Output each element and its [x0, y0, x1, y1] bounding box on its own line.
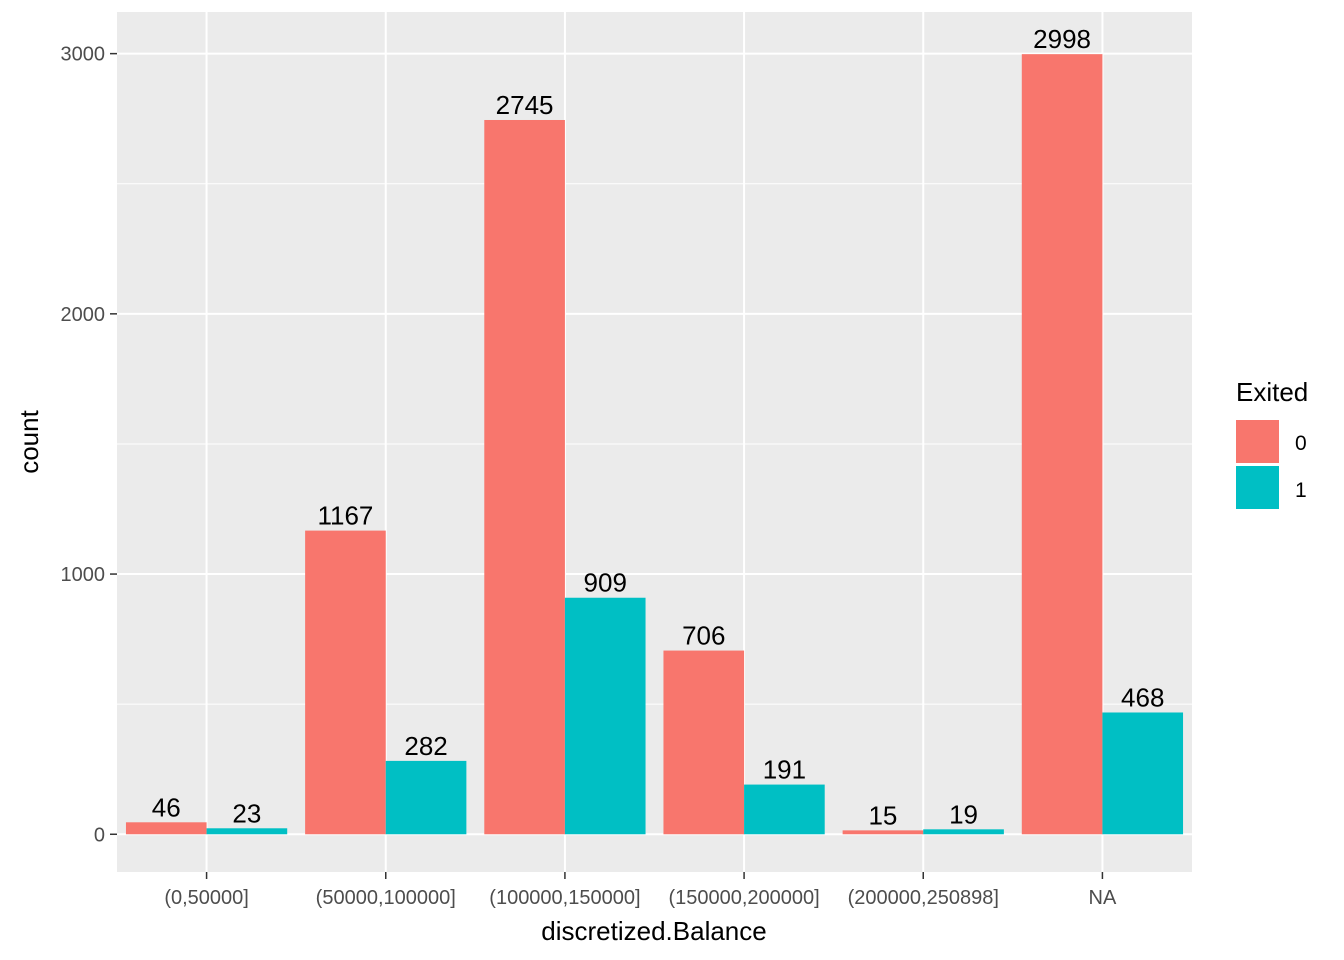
bar-series-0: [842, 830, 924, 835]
x-axis: (0,50000] (50000,100000] (100000,150000] (1…: [164, 872, 1117, 909]
bar-series-1: [1102, 712, 1184, 835]
bar-value-label: 468: [1121, 682, 1164, 712]
bar-value-label: 282: [404, 731, 447, 761]
legend-title: Exited: [1236, 377, 1308, 407]
bar-value-label: 191: [763, 755, 806, 785]
x-tick-label: (0,50000]: [164, 887, 249, 909]
x-tick-label: (100000,150000]: [489, 887, 640, 909]
bar-value-label: 19: [949, 799, 978, 829]
bar-value-label: 706: [682, 621, 725, 651]
bar-series-1: [564, 597, 646, 835]
y-tick-label: 2000: [61, 304, 106, 326]
bar-value-label: 1167: [317, 501, 373, 531]
y-axis-title: count: [14, 409, 44, 473]
x-tick-label: (150000,200000]: [668, 887, 819, 909]
bar-value-label: 15: [868, 800, 897, 830]
legend-key-1: [1236, 466, 1279, 509]
y-tick-label: 0: [94, 824, 105, 846]
bar-series-1: [206, 828, 288, 835]
data-labels: 46 1167 2745 706 15 2998 23 282 909 191 19 468: [152, 24, 1165, 830]
x-tick-label: NA: [1089, 887, 1117, 909]
bar-series-1: [923, 829, 1004, 835]
bar-series-1: [744, 784, 825, 835]
legend: Exited 0 1: [1236, 377, 1308, 509]
legend-key-0: [1236, 420, 1279, 463]
bar-value-label: 2998: [1033, 24, 1091, 54]
bar-value-label: 909: [584, 568, 627, 598]
bar-value-label: 2745: [496, 90, 554, 120]
bar-value-label: 46: [152, 792, 181, 822]
bars: [125, 54, 1184, 835]
minor-gridlines: [117, 183, 1192, 705]
plot-panel: [117, 12, 1192, 872]
x-tick-label: (50000,100000]: [316, 887, 456, 909]
legend-label-1: 1: [1295, 479, 1307, 502]
y-tick-label: 3000: [61, 44, 106, 66]
y-axis: 0 1000 2000 3000: [61, 44, 117, 846]
x-axis-title: discretized.Balance: [541, 916, 766, 946]
bar-value-label: 23: [232, 798, 261, 828]
bar-series-0: [484, 119, 565, 835]
bar-series-0: [125, 822, 207, 835]
bar-series-0: [663, 650, 745, 835]
bar-series-1: [385, 760, 467, 835]
x-tick-label: (200000,250898]: [848, 887, 999, 909]
y-tick-label: 1000: [61, 564, 106, 586]
bar-series-0: [305, 530, 386, 835]
legend-label-0: 0: [1295, 432, 1307, 455]
bar-series-0: [1021, 54, 1103, 835]
